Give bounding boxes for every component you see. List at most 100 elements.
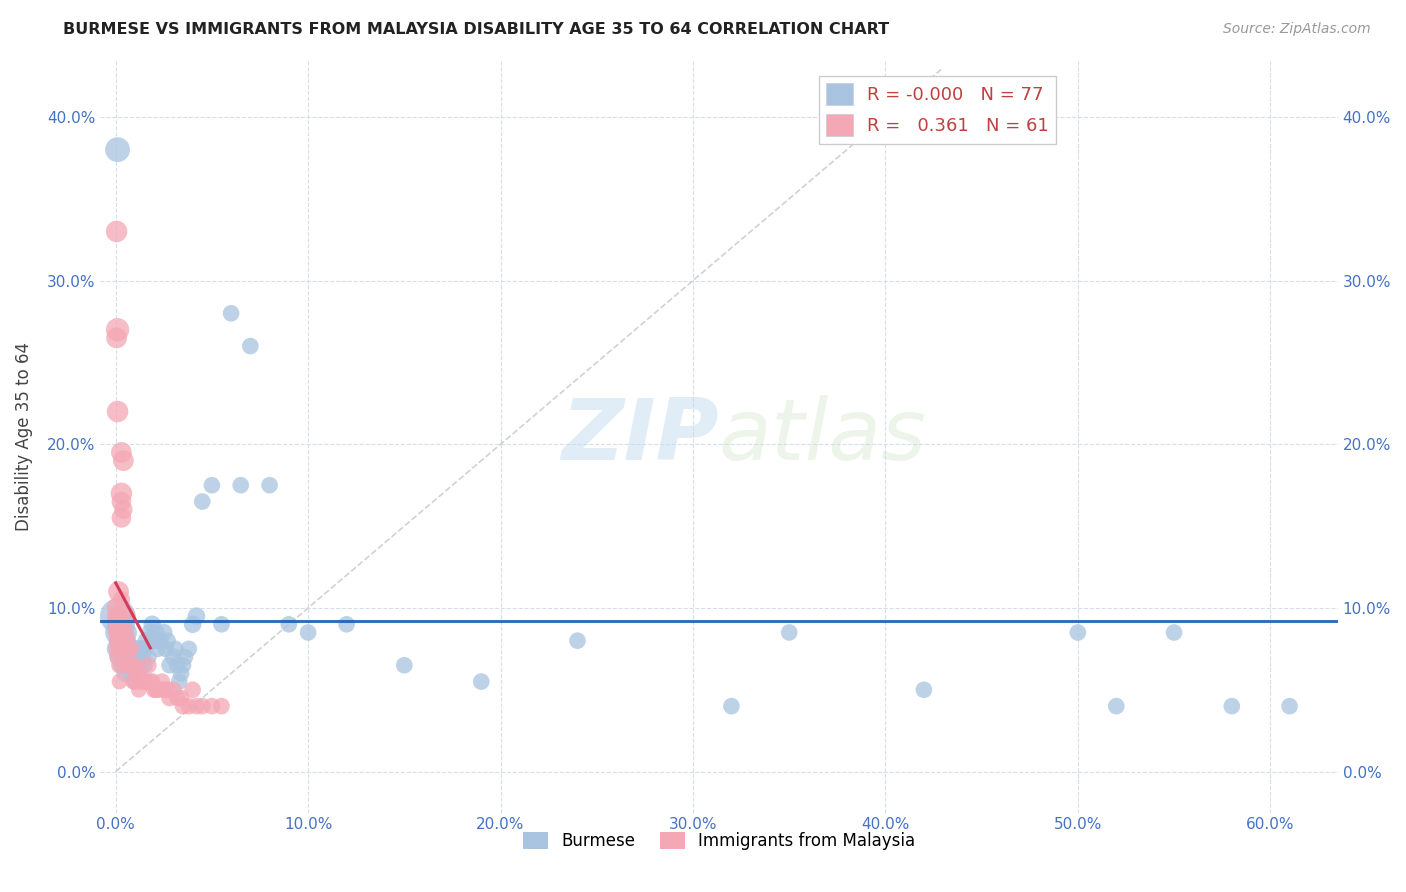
Point (156, 633, 179, 648)
Point (108, 617, 131, 632)
Text: ZIP: ZIP (561, 394, 718, 477)
Point (177, 699, 200, 714)
Point (134, 674, 156, 689)
Point (159, 690, 181, 705)
Point (108, 625, 131, 640)
Point (219, 306, 242, 320)
Point (124, 658, 146, 673)
Point (145, 682, 167, 697)
Point (107, 609, 129, 624)
Point (211, 699, 233, 714)
Point (139, 674, 162, 689)
Point (167, 674, 190, 689)
Point (143, 682, 166, 697)
Point (112, 617, 135, 632)
Point (107, 601, 129, 615)
Point (107, 650, 129, 665)
Point (110, 617, 132, 632)
Point (135, 633, 157, 648)
Point (122, 658, 145, 673)
Point (128, 682, 150, 697)
Point (107, 323, 129, 337)
Point (172, 699, 194, 714)
Point (129, 641, 152, 656)
Text: Source: ZipAtlas.com: Source: ZipAtlas.com (1223, 22, 1371, 37)
Point (115, 658, 138, 673)
Point (110, 445, 132, 459)
Point (115, 633, 138, 648)
Point (211, 617, 233, 632)
Point (128, 666, 150, 681)
Point (114, 666, 136, 681)
Point (110, 625, 132, 640)
Point (107, 625, 129, 640)
Point (155, 641, 177, 656)
Point (118, 658, 141, 673)
Point (124, 674, 146, 689)
Point (114, 641, 136, 656)
Point (110, 592, 132, 607)
Point (112, 633, 135, 648)
Point (1278, 699, 1301, 714)
Point (335, 617, 357, 632)
Point (107, 584, 129, 599)
Point (120, 658, 142, 673)
Point (114, 633, 136, 648)
Point (162, 650, 184, 665)
Point (159, 658, 181, 673)
Point (115, 625, 138, 640)
Point (107, 404, 129, 418)
Point (124, 658, 146, 673)
Point (720, 699, 742, 714)
Point (129, 658, 152, 673)
Point (125, 658, 148, 673)
Point (186, 699, 208, 714)
Point (138, 650, 160, 665)
Point (1220, 699, 1243, 714)
Point (108, 658, 131, 673)
Point (239, 339, 262, 353)
Point (134, 641, 156, 656)
Point (118, 658, 141, 673)
Y-axis label: Disability Age 35 to 64: Disability Age 35 to 64 (15, 342, 32, 531)
Point (120, 666, 142, 681)
Point (912, 682, 935, 697)
Point (141, 617, 163, 632)
Point (1067, 625, 1090, 640)
Point (110, 494, 132, 508)
Point (567, 633, 589, 648)
Point (115, 609, 138, 624)
Point (131, 650, 153, 665)
Point (146, 682, 169, 697)
Point (177, 641, 200, 656)
Point (118, 641, 141, 656)
Point (149, 633, 172, 648)
Point (138, 658, 160, 673)
Point (134, 658, 156, 673)
Point (277, 617, 299, 632)
Point (108, 633, 131, 648)
Point (105, 224, 128, 238)
Point (122, 641, 145, 656)
Point (162, 682, 184, 697)
Point (181, 617, 204, 632)
Point (201, 699, 224, 714)
Point (112, 453, 135, 467)
Text: atlas: atlas (718, 394, 927, 477)
Point (146, 641, 169, 656)
Point (110, 486, 132, 500)
Point (110, 658, 132, 673)
Point (394, 658, 416, 673)
Point (105, 641, 128, 656)
Point (110, 641, 132, 656)
Point (297, 625, 319, 640)
Point (107, 143, 129, 157)
Point (110, 511, 132, 525)
Point (201, 478, 224, 492)
Point (170, 666, 193, 681)
Point (107, 641, 129, 656)
Point (107, 633, 129, 648)
Point (124, 674, 146, 689)
Point (135, 674, 157, 689)
Point (152, 625, 174, 640)
